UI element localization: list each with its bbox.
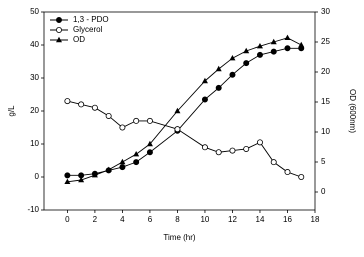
data-point xyxy=(284,45,291,52)
series-line xyxy=(67,100,302,178)
data-point xyxy=(256,51,263,58)
data-point xyxy=(298,173,305,180)
data-point xyxy=(270,38,277,45)
data-point xyxy=(243,47,250,54)
x-tick-label: 8 xyxy=(175,215,180,224)
x-tick-label: 2 xyxy=(93,215,98,224)
data-point xyxy=(105,112,112,119)
data-point xyxy=(133,117,140,124)
series-line xyxy=(67,37,302,183)
data-point xyxy=(146,140,153,147)
y-tick-label: 40 xyxy=(30,40,39,49)
legend-marker xyxy=(56,36,62,43)
x-tick-label: 4 xyxy=(120,215,125,224)
legend-marker xyxy=(56,26,63,33)
y-tick-label: -10 xyxy=(27,205,39,214)
data-point xyxy=(91,104,98,111)
data-point xyxy=(215,84,222,91)
data-point xyxy=(201,144,208,151)
y2-tick-label: 25 xyxy=(321,37,330,46)
data-point xyxy=(133,151,140,157)
data-point xyxy=(270,48,277,55)
y2-tick-label: 0 xyxy=(321,187,326,196)
data-point xyxy=(119,158,126,165)
data-point xyxy=(105,166,112,172)
data-point xyxy=(201,96,208,103)
data-point xyxy=(256,43,263,49)
x-tick-label: 16 xyxy=(283,215,292,224)
x-tick-label: 14 xyxy=(256,215,265,224)
data-point xyxy=(91,172,98,178)
data-point xyxy=(229,71,236,78)
legend-marker xyxy=(56,16,63,23)
data-point xyxy=(284,169,291,176)
data-point xyxy=(243,145,250,152)
data-point xyxy=(201,77,208,84)
data-point xyxy=(229,147,236,154)
data-point xyxy=(298,41,305,48)
x-axis-label: Time (hr) xyxy=(163,233,195,242)
data-point xyxy=(64,178,71,184)
y-tick-label: 50 xyxy=(30,7,39,16)
data-point xyxy=(270,159,277,166)
y-tick-label: 10 xyxy=(30,139,39,148)
data-point xyxy=(174,126,181,133)
data-point xyxy=(119,164,126,171)
y2-tick-label: 20 xyxy=(321,67,330,76)
y-tick-label: 30 xyxy=(30,73,39,82)
y2-tick-label: 5 xyxy=(321,157,326,166)
data-point xyxy=(64,98,71,105)
data-point xyxy=(78,101,85,108)
data-point xyxy=(215,149,222,156)
legend-label: Glycerol xyxy=(73,25,103,34)
data-point xyxy=(229,55,236,61)
x-tick-label: 6 xyxy=(148,215,153,224)
y-axis-label: g/L xyxy=(7,105,16,117)
x-tick-label: 10 xyxy=(200,215,209,224)
x-tick-label: 0 xyxy=(65,215,70,224)
data-point xyxy=(133,159,140,166)
data-point xyxy=(78,176,85,183)
y2-tick-label: 30 xyxy=(321,7,330,16)
data-point xyxy=(243,60,250,67)
data-point xyxy=(284,34,291,40)
x-tick-label: 12 xyxy=(228,215,237,224)
data-point xyxy=(146,117,153,124)
y2-axis-label: OD (600nm) xyxy=(348,89,357,133)
legend-label: 1,3 - PDO xyxy=(73,15,109,24)
y2-tick-label: 15 xyxy=(321,97,330,106)
data-point xyxy=(174,107,181,114)
data-point xyxy=(119,124,126,131)
data-point xyxy=(215,65,222,72)
y-tick-label: 0 xyxy=(35,172,40,181)
legend-label: OD xyxy=(73,35,85,44)
y2-tick-label: 10 xyxy=(321,127,330,136)
data-point xyxy=(64,172,71,179)
x-tick-label: 18 xyxy=(311,215,320,224)
data-point xyxy=(256,139,263,146)
y-tick-label: 20 xyxy=(30,106,39,115)
data-point xyxy=(146,149,153,156)
